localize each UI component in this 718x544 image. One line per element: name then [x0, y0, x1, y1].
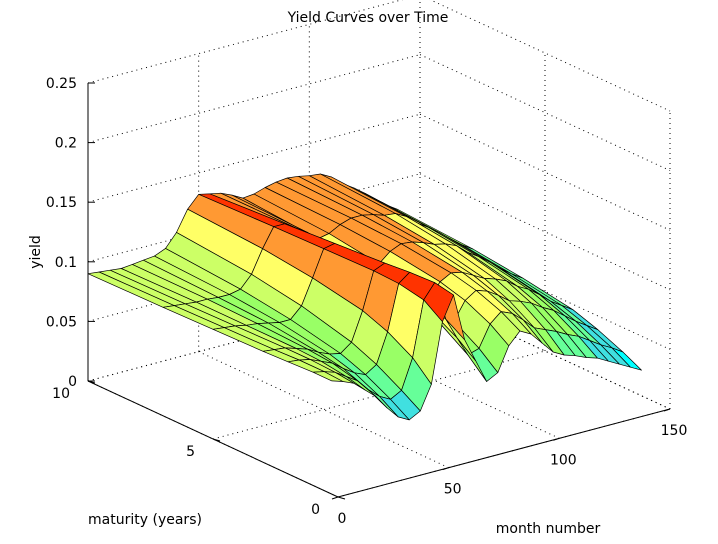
x-tick-label: 100 [550, 452, 577, 468]
z-grid-line [429, 0, 671, 112]
z-tick-label: 0.2 [55, 136, 77, 152]
y-tick-mark [212, 438, 221, 442]
z-tick-label: 0.1 [55, 255, 77, 271]
z-grid-line [419, 173, 671, 291]
x-tick-mark [331, 496, 339, 500]
y-axis-label: maturity (years) [88, 512, 202, 528]
y-tick-label: 10 [52, 386, 70, 402]
surface-patch [312, 371, 344, 382]
axes [87, 82, 671, 500]
z-axis-label: yield [28, 235, 44, 269]
surface-mesh [87, 173, 642, 421]
y-tick-label: 5 [186, 444, 195, 460]
x-tick-label: 0 [338, 511, 347, 527]
y-tick-mark [337, 496, 346, 500]
x-grid-line [198, 351, 449, 469]
x-grid-line [309, 321, 560, 439]
x-tick-mark [553, 437, 560, 441]
z-grid-line [87, 113, 421, 203]
x-tick-mark [442, 467, 449, 471]
x-tick-label: 50 [444, 482, 462, 498]
x-tick-mark [663, 408, 671, 412]
y-tick-label: 0 [311, 502, 320, 518]
x-axis-label: month number [496, 521, 601, 537]
chart-title: Yield Curves over Time [287, 10, 449, 26]
x-grid-line [419, 292, 671, 410]
z-grid-line [419, 54, 671, 172]
z-tick-label: 0.15 [46, 195, 77, 211]
z-tick-label: 0.25 [46, 76, 77, 92]
x-tick-label: 150 [661, 423, 688, 439]
z-grid-line [419, 113, 671, 231]
z-tick-label: 0 [68, 374, 77, 390]
z-grid-line [87, 54, 421, 144]
x-axis-line [337, 408, 671, 498]
z-tick-label: 0.05 [46, 314, 77, 330]
